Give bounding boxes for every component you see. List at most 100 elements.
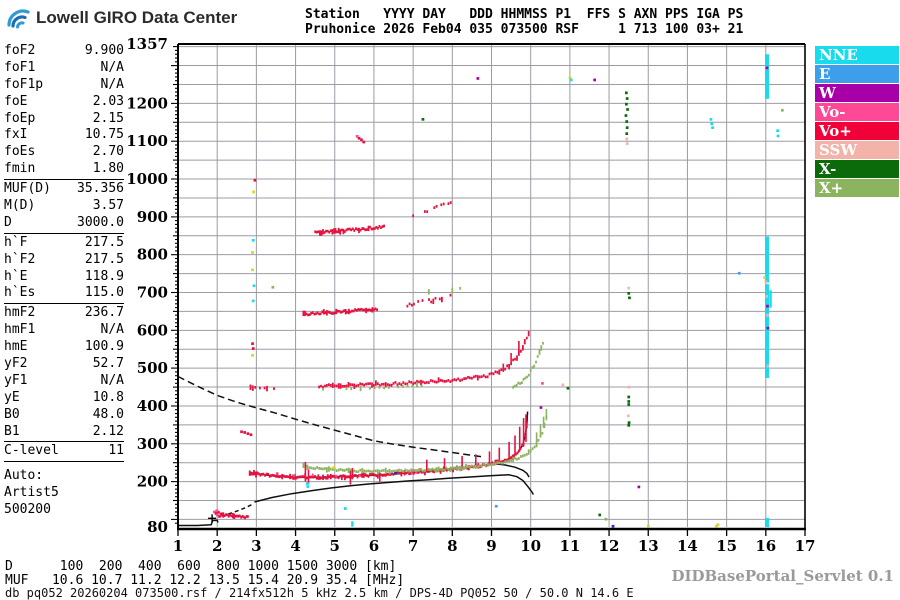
svg-text:2: 2 [212,537,222,555]
svg-text:6: 6 [369,537,379,555]
param-label: fxI [4,127,28,143]
legend-item-ssw: SSW [815,141,899,159]
param-value: 2.70 [92,144,124,160]
autoscaling-info: Auto: Artist5 500200 [4,468,124,519]
svg-text:14: 14 [677,537,698,555]
param-value: 52.7 [92,356,124,372]
param-row-d: D 3000.0 [4,215,124,232]
muf-row: MUF 10.6 10.7 11.2 12.2 13.5 15.4 20.9 3… [5,573,405,588]
param-label: B1 [4,423,20,439]
param-value: N/A [100,322,124,338]
svg-text:500: 500 [137,359,168,377]
svg-text:700: 700 [137,284,168,302]
param-row-foe: foE 2.03 [4,94,124,111]
distance-row: D 100 200 400 600 800 1000 1500 3000 [km… [5,559,397,574]
param-row-ye: yE 10.8 [4,390,124,407]
svg-text:11: 11 [559,537,580,555]
param-row-fmin: fmin 1.80 [4,161,124,178]
param-section: MUF(D) 35.356 M(D) 3.57 D 3000.0 [4,179,124,233]
param-value: 100.9 [84,339,124,355]
param-value: 48.0 [92,406,124,422]
legend-item-nne: NNE [815,46,899,64]
giro-logo[interactable]: Lowell GIRO Data Center [6,5,237,31]
param-section: C-level 11 [4,441,124,463]
param-row-hmf2: hmF2 236.7 [4,305,124,322]
param-value: 236.7 [84,305,124,321]
svg-text:12: 12 [599,537,620,555]
param-value: N/A [100,372,124,388]
param-value: 9.900 [84,43,124,58]
svg-text:15: 15 [716,537,737,555]
legend-item-x: X+ [815,179,899,197]
param-value: 2.12 [92,423,124,439]
svg-text:300: 300 [137,435,168,453]
param-row-foes: foEs 2.70 [4,144,124,161]
db-record-line: db pq052 20260204 073500.rsf / 214fx512h… [5,586,634,600]
param-label: foF1p [4,76,44,92]
param-section: hmF2 236.7 hmF1 N/A hmE 100.9 yF2 52.7 yF1 N/A yE 1… [4,303,124,441]
param-value: 115.0 [84,285,124,301]
param-row-hmf1: hmF1 N/A [4,322,124,339]
svg-text:9: 9 [486,537,496,555]
param-label: yE [4,389,20,405]
param-row-fof2: foF2 9.900 [4,43,124,60]
svg-text:5: 5 [330,537,340,555]
param-value: 217.5 [84,234,124,250]
param-label: B0 [4,406,20,422]
param-row-fxi: fxI 10.75 [4,127,124,144]
param-label: h`F [4,234,28,250]
svg-text:900: 900 [137,208,168,226]
legend-item-e: E [815,65,899,83]
param-label: h`Es [4,285,36,301]
svg-text:1: 1 [173,537,183,555]
param-value: 1.80 [92,161,124,177]
param-label: foEp [4,110,36,126]
svg-text:13: 13 [638,537,659,555]
param-row-he: h`E 118.9 [4,269,124,286]
param-value: 118.9 [84,268,124,284]
param-label: C-level [4,443,59,459]
param-row-fof1p: foF1p N/A [4,77,124,94]
legend-item-x: X- [815,160,899,178]
param-label: yF2 [4,356,28,372]
svg-text:80: 80 [147,518,168,536]
giro-wave-icon [7,9,30,29]
param-row-foep: foEp 2.15 [4,111,124,128]
svg-text:800: 800 [137,246,168,264]
svg-text:1200: 1200 [126,94,168,112]
legend-item-w: W [815,84,899,102]
param-row-yf2: yF2 52.7 [4,356,124,373]
param-label: foE [4,93,28,109]
servlet-version-label: DIDBasePortal_Servlet 0.1 [671,567,894,585]
svg-text:16: 16 [755,537,776,555]
param-label: h`F2 [4,251,36,267]
param-value: 3000.0 [77,214,124,230]
echo-direction-legend: NNE E W Vo- Vo+ SSW X- X+ [815,46,899,198]
param-label: fmin [4,161,36,177]
param-value: 2.15 [92,110,124,126]
svg-text:1357: 1357 [126,35,168,53]
param-row-hes: h`Es 115.0 [4,285,124,302]
parameter-panel: foF2 9.900 foF1 N/A foF1p N/A foE 2.03 foEp 2.15 f… [4,42,124,519]
param-row-mufd: MUF(D) 35.356 [4,181,124,198]
param-value: N/A [100,59,124,75]
legend-item-vo: Vo+ [815,122,899,140]
param-row-md: M(D) 3.57 [4,198,124,215]
param-value: 2.03 [92,93,124,109]
svg-text:1100: 1100 [126,132,168,150]
param-value: 217.5 [84,251,124,267]
param-label: yF1 [4,372,28,388]
param-value: N/A [100,76,124,92]
svg-text:7: 7 [408,537,418,555]
param-label: M(D) [4,198,36,214]
param-label: MUF(D) [4,181,51,197]
svg-text:400: 400 [137,397,168,415]
station-header-line2: Pruhonice 2026 Feb04 035 073500 RSF 1 71… [305,22,744,37]
param-label: foF2 [4,43,36,58]
param-row-hf: h`F 217.5 [4,235,124,252]
param-label: hmF1 [4,322,36,338]
param-value: 35.356 [77,181,124,197]
param-label: h`E [4,268,28,284]
param-section: foF2 9.900 foF1 N/A foF1p N/A foE 2.03 foEp 2.15 f… [4,42,124,179]
logo-text: Lowell GIRO Data Center [36,8,238,27]
